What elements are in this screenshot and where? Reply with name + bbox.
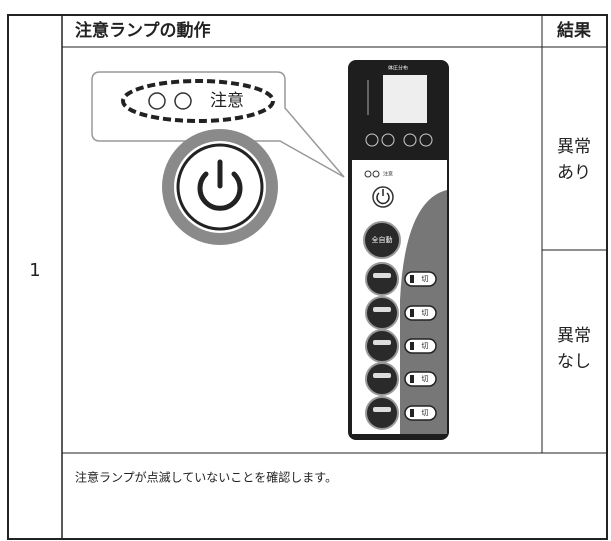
result: なし [557, 352, 591, 372]
mode-button [365, 329, 399, 363]
switch-knob [410, 275, 414, 283]
switch [404, 271, 437, 287]
mode-icon [373, 407, 391, 412]
switch [404, 371, 437, 387]
header-cell: 結果 [557, 20, 591, 41]
header-cell: 注意ランプの動作 [75, 20, 211, 41]
lamp [364, 170, 372, 178]
switch [404, 405, 437, 421]
auto-label: 全自動 [372, 235, 393, 244]
mode-button [365, 362, 399, 396]
power-border [176, 143, 264, 231]
switch-label: 切 [422, 342, 429, 350]
table-border [7, 14, 608, 540]
row-number: 1 [29, 260, 40, 281]
mode-button [365, 296, 399, 330]
power-icon [376, 192, 390, 205]
switch-knob [410, 309, 414, 317]
result: 異常 [557, 137, 591, 157]
nav-buttons [365, 133, 433, 147]
mode-icon [373, 273, 391, 278]
switch-label: 切 [422, 409, 429, 417]
mode-icon [373, 340, 391, 345]
lamp [148, 92, 166, 110]
switch [404, 305, 437, 321]
mode-icon [373, 373, 391, 378]
note: 注意ランプが点滅していないことを確認します。 [75, 470, 337, 485]
switch-knob [410, 409, 414, 417]
switch-knob [410, 342, 414, 350]
result: 異常 [557, 326, 591, 346]
result: あり [557, 163, 591, 183]
switch-label: 切 [422, 375, 429, 383]
auto-button [363, 221, 401, 259]
lamp [372, 170, 380, 178]
switch [404, 338, 437, 354]
mode-button [365, 262, 399, 296]
panel-title: 体圧分布 [388, 65, 408, 72]
screen [383, 75, 427, 123]
callout-label: 注意 [210, 91, 244, 111]
highlight [121, 79, 275, 123]
switch-label: 切 [422, 275, 429, 283]
power-icon [197, 171, 243, 211]
switch-knob [410, 375, 414, 383]
mode-icon [373, 307, 391, 312]
mode-button [365, 396, 399, 430]
lamp-label: 注意 [383, 171, 393, 178]
switch-label: 切 [422, 309, 429, 317]
lamp [174, 92, 192, 110]
